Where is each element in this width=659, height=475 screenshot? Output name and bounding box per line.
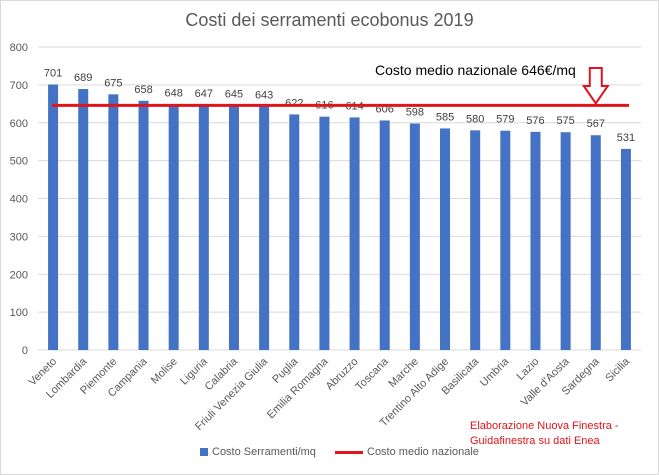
y-tick-label: 300 xyxy=(10,231,28,243)
bar xyxy=(590,135,601,350)
data-label: 647 xyxy=(195,88,213,100)
chart-title: Costi dei serramenti ecobonus 2019 xyxy=(185,10,474,30)
bar xyxy=(500,130,511,350)
bar xyxy=(78,89,89,350)
legend-item-bars: Costo Serramenti/mq xyxy=(200,446,316,458)
data-label: 531 xyxy=(617,132,635,144)
bar xyxy=(470,130,481,350)
data-label: 643 xyxy=(255,89,273,101)
data-label: 689 xyxy=(74,72,92,84)
data-label: 567 xyxy=(587,118,605,130)
bar xyxy=(228,105,239,350)
x-tick-label: Lazio xyxy=(515,356,542,383)
y-tick-label: 700 xyxy=(10,80,28,92)
y-tick-label: 400 xyxy=(10,194,28,206)
bar xyxy=(289,114,300,350)
credit-line-2: Guidafinestra su dati Enea xyxy=(470,435,600,447)
data-label: 598 xyxy=(406,107,424,119)
y-tick-label: 600 xyxy=(10,118,28,130)
y-tick-label: 200 xyxy=(10,269,28,281)
legend-item-line: Costo medio nazionale xyxy=(335,446,479,458)
bar xyxy=(259,106,270,351)
x-tick-label: Molise xyxy=(149,356,180,387)
data-label: 675 xyxy=(104,77,122,89)
bar xyxy=(198,104,209,350)
credit-note: Elaborazione Nuova Finestra - Guidafines… xyxy=(470,419,659,449)
y-tick-label: 800 xyxy=(10,42,28,54)
bar xyxy=(48,84,59,350)
bar xyxy=(319,116,330,350)
x-tick-label: Sicilia xyxy=(603,355,632,384)
data-label: 580 xyxy=(466,113,484,125)
bar xyxy=(379,120,390,350)
bar xyxy=(620,148,631,350)
legend-swatch-line xyxy=(335,450,363,454)
data-label: 575 xyxy=(556,115,574,127)
y-tick-label: 100 xyxy=(10,307,28,319)
data-label: 648 xyxy=(164,88,182,100)
y-tick-label: 500 xyxy=(10,156,28,168)
bar xyxy=(560,132,571,350)
legend-label-bars: Costo Serramenti/mq xyxy=(212,446,316,458)
bar xyxy=(138,100,149,350)
legend-label-line: Costo medio nazionale xyxy=(367,446,479,458)
y-tick-label: 0 xyxy=(22,345,28,357)
data-label: 585 xyxy=(436,111,454,123)
data-label: 658 xyxy=(134,84,152,96)
bar xyxy=(530,131,541,350)
reference-line-annotation: Costo medio nazionale 646€/mq xyxy=(375,62,576,78)
data-label: 579 xyxy=(496,114,514,126)
x-tick-label: Umbria xyxy=(478,355,512,389)
bar xyxy=(440,128,451,350)
bar xyxy=(168,104,179,350)
bar xyxy=(409,123,420,350)
x-tick-label: Toscana xyxy=(353,355,391,393)
bar xyxy=(349,117,360,350)
down-arrow-icon xyxy=(581,67,610,106)
bar xyxy=(108,94,119,350)
data-label: 622 xyxy=(285,97,303,109)
data-label: 701 xyxy=(44,67,62,79)
data-label: 576 xyxy=(526,115,544,127)
legend-swatch-bars xyxy=(200,448,208,456)
credit-line-1: Elaborazione Nuova Finestra - xyxy=(470,420,619,432)
data-label: 645 xyxy=(225,89,243,101)
